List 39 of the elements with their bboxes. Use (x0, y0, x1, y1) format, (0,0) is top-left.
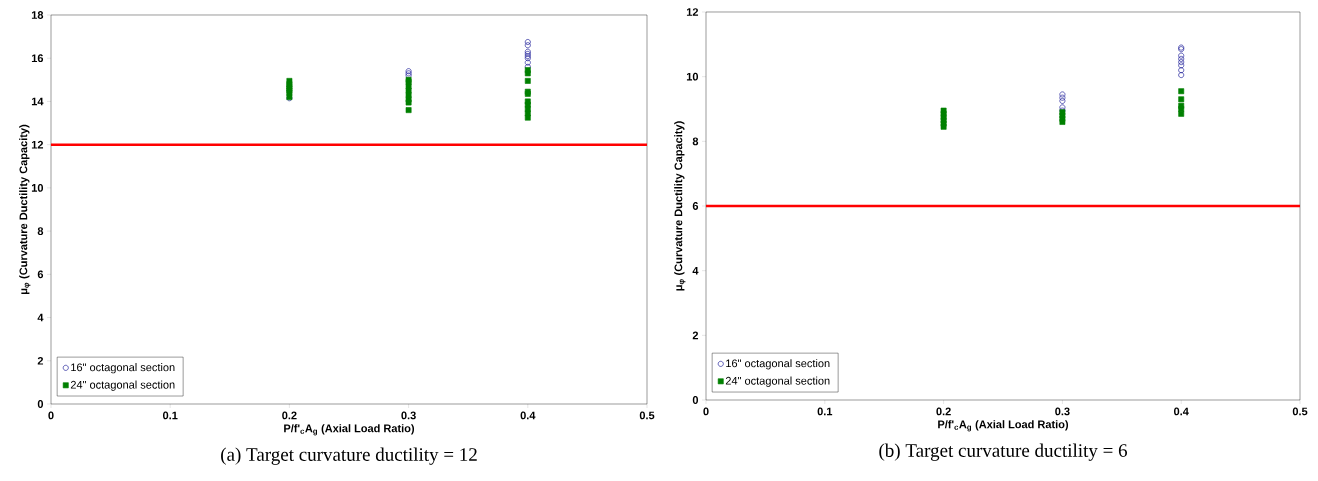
legend-label: 24" octagonal section (70, 380, 175, 391)
x-tick-label: 0.1 (162, 411, 178, 420)
y-tick-label: 0 (37, 400, 44, 408)
y-tick-label: 6 (692, 202, 699, 210)
x-tick-label: 0 (48, 411, 54, 420)
x-tick-label: 0.4 (520, 411, 536, 420)
y-tick-label: 8 (37, 227, 44, 236)
y-tick-label: 12 (686, 8, 699, 16)
y-tick-label: 2 (692, 331, 699, 340)
legend-label: 16" octagonal section (71, 363, 175, 374)
y-axis-title: μ$_{φ}$ (Curvature Ductility Capacity) (674, 121, 686, 291)
y-tick-label: 16 (31, 54, 44, 63)
x-tick-label: 0.2 (936, 407, 951, 416)
x-axis-title: P/f'$_{c}$A$_{g}$ (Axial Load Ratio) (938, 420, 1069, 432)
text: (a) Target curvature ductility = 12 (221, 447, 477, 465)
legend-label: 24" octagonal section (725, 376, 830, 387)
y-tick-label: 12 (31, 140, 44, 149)
x-tick-label: 0.5 (1292, 407, 1308, 416)
y-tick-label: 4 (692, 266, 699, 275)
x-tick-label: 0.4 (1174, 407, 1189, 416)
y-tick-label: 8 (692, 137, 699, 146)
x-tick-label: 0.3 (1055, 407, 1070, 416)
y-tick-label: 2 (37, 356, 44, 365)
y-axis-title: μ$_{φ}$ (Curvature Ductility Capacity) (19, 124, 31, 294)
y-tick-label: 6 (37, 270, 44, 279)
y-tick-label: 14 (31, 97, 44, 106)
y-tick-label: 10 (686, 72, 699, 81)
x-tick-label: 0.5 (639, 411, 655, 420)
x-tick-label: 0.2 (282, 411, 297, 420)
legend-label: 16" octagonal section (726, 359, 830, 370)
y-tick-label: 0 (692, 396, 699, 404)
y-tick-label: 18 (31, 11, 44, 19)
x-tick-label: 0 (703, 407, 709, 416)
y-tick-label: 10 (31, 183, 44, 192)
text: (b) Target curvature ductility = 6 (879, 443, 1128, 461)
x-axis-title: P/f'$_{c}$A$_{g}$ (Axial Load Ratio) (284, 424, 415, 436)
y-tick-label: 4 (37, 313, 44, 322)
x-tick-label: 0.1 (817, 407, 833, 416)
x-tick-label: 0.3 (401, 411, 416, 420)
